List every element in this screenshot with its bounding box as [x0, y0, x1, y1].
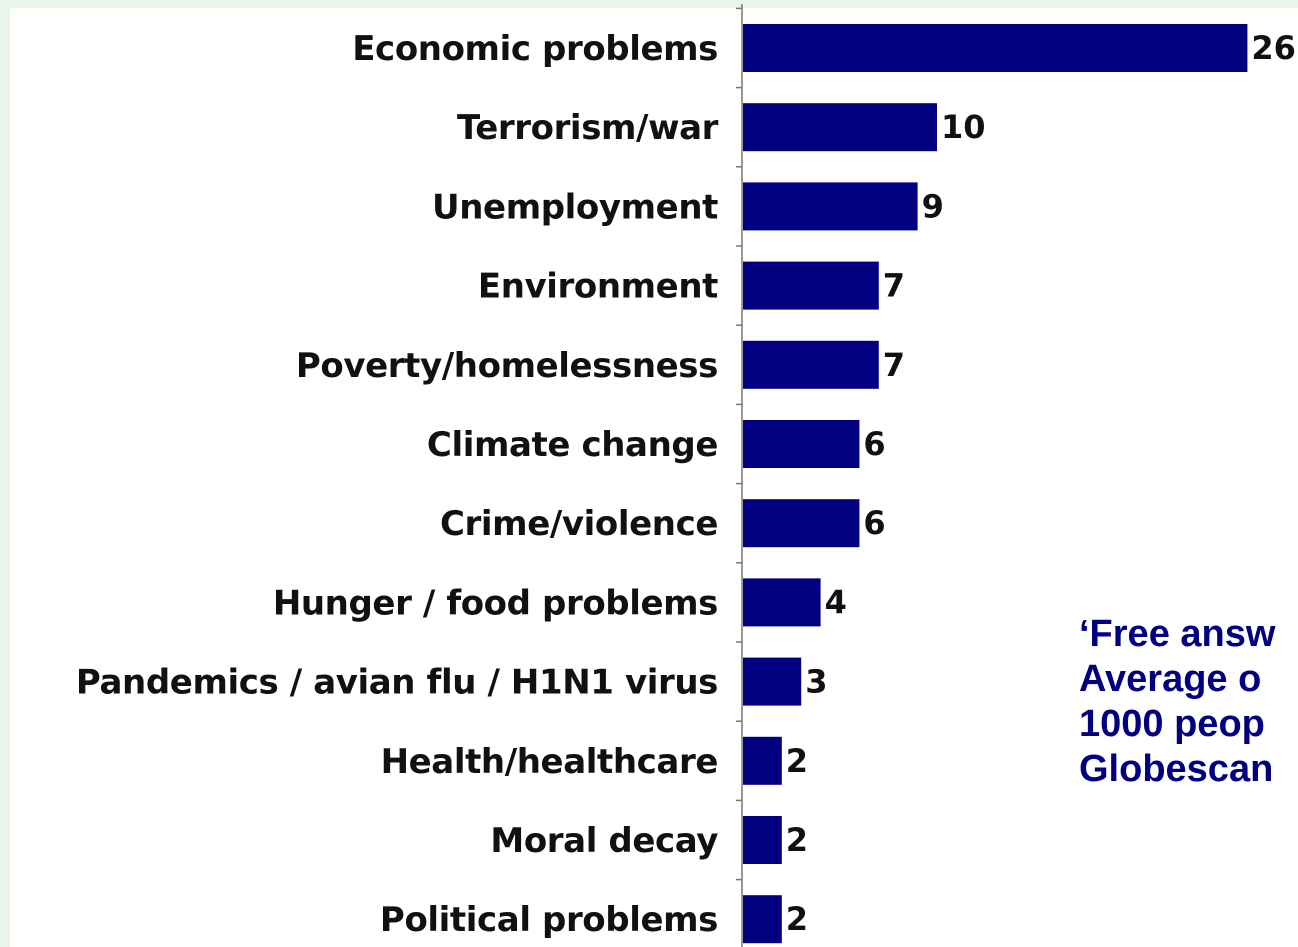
chart-panel [10, 8, 1298, 947]
bar [743, 578, 821, 627]
data-label: 3 [805, 663, 827, 701]
data-label: 9 [922, 187, 944, 225]
data-label: 10 [941, 108, 986, 146]
note-line-4: Globescan [1079, 748, 1274, 790]
bar [743, 816, 782, 864]
category-label: Climate change [427, 425, 718, 465]
category-label: Poverty/homelessness [296, 346, 718, 386]
data-label: 6 [863, 504, 885, 542]
data-label: 26 [1251, 29, 1296, 67]
category-labels: Economic problems Terrorism/war Unemployme… [76, 29, 719, 940]
bar [743, 182, 918, 231]
bar [743, 895, 782, 944]
category-label: Crime/violence [440, 504, 718, 544]
category-label: Health/healthcare [381, 742, 718, 782]
bar [743, 103, 937, 152]
source-note: ‘Free answ Average o 1000 peop Globescan [1079, 612, 1275, 792]
category-label: Political problems [380, 900, 718, 940]
bar [743, 499, 860, 548]
category-label: Environment [478, 267, 718, 307]
note-line-1: ‘Free answ [1079, 613, 1276, 655]
category-label: Terrorism/war [457, 108, 719, 148]
bar [743, 340, 879, 389]
bar [743, 736, 782, 785]
bar [743, 657, 802, 706]
data-label: 4 [825, 583, 847, 621]
category-axis [736, 4, 743, 947]
bars [743, 24, 1248, 944]
bar [743, 261, 879, 310]
data-label: 2 [786, 821, 808, 859]
data-label: 2 [786, 900, 808, 938]
category-label: Hunger / food problems [273, 583, 718, 623]
category-label: Economic problems [352, 29, 718, 69]
data-label: 7 [883, 267, 905, 305]
note-line-3: 1000 peop [1079, 703, 1265, 745]
data-label: 7 [883, 346, 905, 384]
category-label: Pandemics / avian flu / H1N1 virus [76, 663, 718, 703]
category-label: Unemployment [432, 187, 718, 227]
value-labels: 26 10 9 7 7 6 6 4 3 2 2 2 [786, 29, 1296, 938]
bar [743, 420, 860, 468]
note-line-2: Average o [1079, 658, 1262, 700]
data-label: 6 [863, 425, 885, 463]
bar [743, 24, 1248, 72]
data-label: 2 [786, 742, 808, 780]
category-label: Moral decay [490, 821, 718, 861]
